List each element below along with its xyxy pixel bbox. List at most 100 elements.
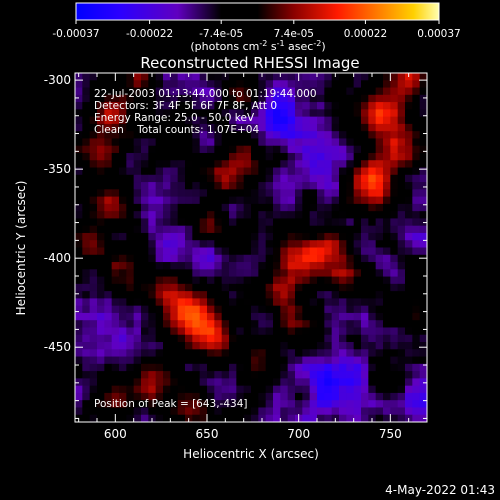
heatmap-cell [214,407,223,416]
heatmap-cell [243,312,252,321]
heatmap-cell [199,407,208,416]
heatmap-cell [309,196,318,205]
heatmap-cell [390,305,399,314]
heatmap-cell [280,123,289,132]
heatmap-cell [111,160,120,168]
heatmap-cell [302,109,311,118]
heatmap-cell [309,312,318,321]
heatmap-cell [339,109,347,118]
heatmap-cell [287,174,296,183]
heatmap-cell [221,276,230,285]
heatmap-cell [75,80,83,88]
heatmap-cell [405,342,413,350]
heatmap-cell [331,276,340,285]
heatmap-cell [104,182,113,190]
heatmap-cell [214,392,223,401]
heatmap-cell [353,240,362,248]
heatmap-cell [346,342,355,350]
heatmap-cell [119,174,127,183]
heatmap-cell [273,102,281,110]
heatmap-cell [258,167,267,176]
heatmap-cell [148,327,157,336]
heatmap-cell [192,342,201,350]
heatmap-cell [383,385,391,394]
heatmap-cell [163,363,171,372]
heatmap-cell [119,73,127,81]
heatmap-cell [221,232,230,241]
heatmap-cell [265,116,274,125]
heatmap-cell [75,363,83,372]
heatmap-cell [280,414,289,423]
heatmap-cell [104,240,113,248]
heatmap-cell [405,123,413,132]
heatmap-cell [251,291,259,299]
heatmap-cell [251,327,259,336]
heatmap-cell [133,116,142,125]
heatmap-cell [397,116,406,125]
heatmap-cell [89,94,98,103]
heatmap-cell [383,400,391,408]
heatmap-cell [141,400,149,408]
heatmap-cell [265,160,274,168]
heatmap-cell [324,109,333,118]
heatmap-cell [265,131,274,139]
heatmap-cell [317,218,325,227]
heatmap-cell [82,342,91,350]
heatmap-cell [126,407,135,416]
heatmap-cell [251,283,259,292]
heatmap-cell [155,240,164,248]
heatmap-cell [221,145,230,154]
heatmap-cell [133,247,142,256]
heatmap-cell [229,102,237,110]
heatmap-cell [265,174,274,183]
heatmap-cell [412,131,421,139]
heatmap-cell [155,247,164,256]
heatmap-cell [405,400,413,408]
heatmap-cell [397,298,406,307]
heatmap-cell [309,116,318,125]
heatmap-cell [331,320,340,328]
heatmap-cell [221,167,230,176]
heatmap-cell [317,145,325,154]
heatmap-cell [412,240,421,248]
heatmap-cell [119,356,127,365]
heatmap-cell [119,138,127,147]
heatmap-cell [324,189,333,197]
heatmap-cell [273,334,281,343]
heatmap-cell [199,356,208,365]
heatmap-cell [221,269,230,277]
heatmap-cell [361,240,369,248]
heatmap-cell [163,138,171,147]
heatmap-cell [214,327,223,336]
heatmap-cell [295,363,303,372]
heatmap-cell [368,167,377,176]
heatmap-cell [251,363,259,372]
heatmap-cell [148,371,157,379]
heatmap-cell [155,414,164,423]
heatmap-cell [192,196,201,205]
heatmap-cell [317,385,325,394]
heatmap-cell [236,152,245,161]
heatmap-cell [207,356,215,365]
heatmap-cell [170,80,179,88]
heatmap-cell [324,174,333,183]
heatmap-cell [383,167,391,176]
heatmap-cell [214,400,223,408]
heatmap-cell [368,349,377,357]
heatmap-cell [111,392,120,401]
heatmap-cell [207,276,215,285]
heatmap-cell [287,291,296,299]
heatmap-cell [309,145,318,154]
heatmap-cell [309,407,318,416]
heatmap-cell [97,138,105,147]
heatmap-cell [207,102,215,110]
heatmap-cell [141,138,149,147]
heatmap-cell [265,218,274,227]
heatmap-cell [383,116,391,125]
heatmap-cell [273,94,281,103]
heatmap-cell [309,392,318,401]
heatmap-cell [419,94,428,103]
heatmap-cell [163,349,171,357]
heatmap-cell [185,305,193,314]
heatmap-cell [375,116,384,125]
